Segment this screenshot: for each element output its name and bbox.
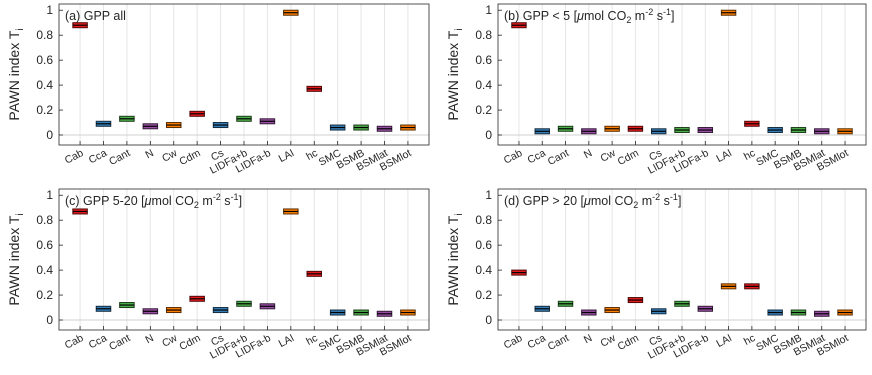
- y-axis-label: PAWN index Ti: [6, 213, 26, 305]
- y-tick-label: 0.2: [475, 288, 492, 302]
- y-tick-label: 0.6: [36, 238, 53, 252]
- x-tick-label: Cw: [599, 332, 618, 350]
- x-tick-label: Cw: [599, 147, 618, 165]
- x-tick-label: Cca: [87, 332, 109, 351]
- y-tick-label: 1: [485, 188, 492, 202]
- y-tick-label: 0.8: [36, 213, 53, 227]
- y-tick-label: 0.4: [36, 78, 53, 92]
- x-tick-label: Cab: [63, 332, 86, 352]
- x-tick-label: Cca: [526, 332, 548, 351]
- x-tick-label: Cdm: [177, 332, 202, 353]
- y-tick-label: 0.2: [475, 103, 492, 117]
- panel-title: (a) GPP all: [65, 9, 126, 23]
- y-tick-label: 0.6: [36, 53, 53, 67]
- x-tick-label: Cdm: [616, 147, 641, 168]
- x-tick-label: LAI: [714, 332, 734, 350]
- x-tick-label: Cant: [107, 147, 132, 168]
- y-tick-label: 1: [46, 188, 53, 202]
- x-tick-label: Cca: [526, 147, 548, 166]
- y-tick-label: 0.4: [475, 263, 492, 277]
- y-tick-label: 0.8: [475, 213, 492, 227]
- y-tick-label: 0.2: [36, 103, 53, 117]
- y-tick-label: 0: [46, 313, 53, 327]
- y-tick-label: 0.6: [475, 238, 492, 252]
- x-tick-label: N: [582, 147, 594, 161]
- y-tick-label: 0.8: [36, 28, 53, 42]
- x-tick-label: Cdm: [177, 147, 202, 168]
- y-tick-label: 0: [485, 128, 492, 142]
- x-tick-label: Cdm: [616, 332, 641, 353]
- y-tick-label: 0.2: [36, 288, 53, 302]
- x-tick-label: LAI: [277, 332, 297, 350]
- x-tick-label: Cant: [546, 147, 571, 168]
- y-tick-label: 0.8: [475, 28, 492, 42]
- y-axis-label: PAWN index Ti: [6, 28, 26, 120]
- x-tick-label: N: [143, 147, 155, 161]
- y-tick-label: 0.6: [475, 53, 492, 67]
- x-tick-label: Cw: [160, 147, 179, 165]
- y-tick-label: 0: [46, 128, 53, 142]
- x-tick-label: Cca: [87, 147, 109, 166]
- y-tick-label: 0.4: [36, 263, 53, 277]
- y-tick-label: 1: [485, 3, 492, 17]
- x-tick-label: Cw: [160, 332, 179, 350]
- y-tick-label: 0: [485, 313, 492, 327]
- y-axis-label: PAWN index Ti: [445, 213, 465, 305]
- x-tick-label: N: [582, 332, 594, 346]
- x-tick-label: LAI: [714, 147, 734, 165]
- x-tick-label: LAI: [277, 147, 297, 165]
- x-tick-label: Cant: [546, 332, 571, 353]
- y-tick-label: 1: [46, 3, 53, 17]
- x-tick-label: N: [143, 332, 155, 346]
- x-tick-label: Cab: [63, 147, 86, 167]
- x-tick-label: Cab: [502, 147, 525, 167]
- x-tick-label: Cant: [107, 332, 132, 353]
- y-axis-label: PAWN index Ti: [445, 28, 465, 120]
- x-tick-label: Cab: [502, 332, 525, 352]
- y-tick-label: 0.4: [475, 78, 492, 92]
